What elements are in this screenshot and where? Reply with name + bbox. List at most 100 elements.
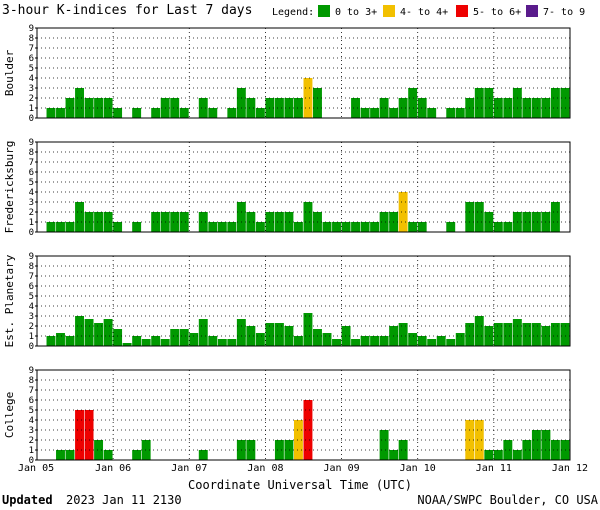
bar: [132, 450, 142, 460]
bar: [170, 98, 180, 118]
bar: [398, 323, 408, 346]
legend-text-1: 4- to 4+: [400, 7, 448, 18]
bar: [293, 336, 303, 346]
bar: [217, 222, 227, 232]
bar: [303, 400, 313, 460]
bar: [360, 336, 370, 346]
bar: [360, 108, 370, 118]
bar: [284, 326, 294, 346]
y-tick-label: 8: [29, 262, 34, 272]
panel-border: [36, 369, 571, 461]
bar: [94, 440, 104, 460]
bar: [550, 440, 560, 460]
bar: [341, 326, 351, 346]
bar: [274, 323, 284, 346]
bar: [94, 212, 104, 232]
bar: [389, 450, 399, 460]
bar: [446, 339, 456, 346]
bar: [255, 222, 265, 232]
legend-text-2: 5- to 6+: [473, 7, 521, 18]
bar: [474, 316, 484, 346]
bar: [408, 333, 418, 346]
y-tick-label: 1: [29, 446, 34, 456]
y-tick-label: 8: [29, 34, 34, 44]
bar: [246, 440, 256, 460]
panel-label-1: Fredericksburg: [3, 141, 16, 234]
x-tick-label: Jan 11: [476, 463, 512, 474]
bar: [379, 98, 389, 118]
x-tick-label: Jan 12: [552, 463, 588, 474]
bar: [332, 339, 341, 346]
panel-border: [36, 141, 571, 233]
bar: [493, 222, 503, 232]
bar: [550, 323, 560, 346]
legend-swatch-2: [456, 5, 468, 17]
bar: [246, 212, 256, 232]
bar: [398, 440, 408, 460]
y-tick-label: 8: [29, 148, 34, 158]
bar: [198, 319, 208, 346]
y-tick-label: 9: [29, 24, 34, 34]
bar: [560, 440, 570, 460]
bar: [198, 212, 208, 232]
bar: [522, 323, 532, 346]
y-tick-label: 7: [29, 272, 34, 282]
bar: [408, 222, 418, 232]
x-tick-label: Jan 06: [95, 463, 131, 474]
bar: [531, 430, 541, 460]
bar: [313, 329, 322, 346]
bar: [408, 88, 418, 118]
bar: [322, 333, 332, 346]
bar: [103, 319, 113, 346]
panel-border: [36, 255, 571, 347]
bar: [370, 336, 380, 346]
bar: [332, 222, 341, 232]
panel-label-2: Est. Planetary: [3, 254, 16, 347]
bar: [75, 410, 84, 460]
bar: [446, 222, 456, 232]
y-tick-label: 0: [29, 228, 34, 238]
bar: [303, 78, 313, 118]
bar: [417, 98, 427, 118]
bar: [484, 212, 494, 232]
bar: [398, 192, 408, 232]
bar: [446, 108, 456, 118]
bar: [351, 339, 361, 346]
panel-label-3: College: [3, 392, 16, 438]
bar: [293, 98, 303, 118]
y-tick-label: 5: [29, 178, 34, 188]
bar: [170, 212, 180, 232]
bar: [208, 222, 218, 232]
bar: [170, 329, 180, 346]
bar: [322, 222, 332, 232]
y-tick-label: 5: [29, 64, 34, 74]
bar: [293, 222, 303, 232]
bar: [465, 202, 475, 232]
bar: [56, 450, 65, 460]
y-tick-label: 3: [29, 84, 34, 94]
legend-item-3: 7- to 9: [526, 5, 585, 18]
y-tick-label: 7: [29, 44, 34, 54]
bar: [503, 440, 513, 460]
bar: [398, 98, 408, 118]
bar: [46, 222, 56, 232]
y-tick-label: 6: [29, 168, 34, 178]
bar: [236, 319, 246, 346]
bar: [550, 88, 560, 118]
bar: [493, 450, 503, 460]
bar: [465, 323, 475, 346]
y-tick-label: 3: [29, 312, 34, 322]
x-tick-label: Jan 08: [247, 463, 283, 474]
bar: [531, 98, 541, 118]
bar: [255, 333, 265, 346]
legend-swatch-3: [526, 5, 538, 17]
bar: [531, 323, 541, 346]
y-tick-label: 4: [29, 188, 34, 198]
bar: [360, 222, 370, 232]
bar: [341, 222, 351, 232]
bar: [274, 440, 284, 460]
bar: [84, 319, 94, 346]
y-tick-label: 4: [29, 416, 34, 426]
